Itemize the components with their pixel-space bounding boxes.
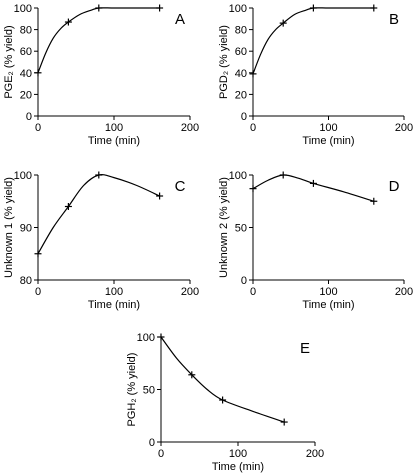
y-tick-label: 100 xyxy=(229,170,247,182)
x-axis-title: Time (min) xyxy=(88,135,140,147)
x-axis-title: Time (min) xyxy=(88,299,140,311)
x-tick-label: 200 xyxy=(306,448,324,460)
y-tick-label: 40 xyxy=(20,68,32,80)
y-tick-label: 0 xyxy=(149,437,155,449)
series-curve xyxy=(37,174,160,255)
y-tick-label: 0 xyxy=(241,275,247,287)
data-point-marker xyxy=(219,396,227,404)
y-tick-label: 60 xyxy=(235,46,247,58)
x-tick-label: 100 xyxy=(105,286,123,298)
y-tick-label: 60 xyxy=(20,46,32,58)
x-tick-label: 100 xyxy=(319,122,337,134)
y-tick-label: 100 xyxy=(14,170,32,182)
series-curve xyxy=(160,336,285,423)
y-tick-label: 20 xyxy=(235,89,247,101)
x-tick-label: 0 xyxy=(250,122,256,134)
x-tick-label: 200 xyxy=(395,286,413,298)
panel-letter: B xyxy=(389,11,399,28)
y-tick-label: 80 xyxy=(235,25,247,37)
y-tick-label: 100 xyxy=(137,332,155,344)
x-tick-label: 100 xyxy=(319,286,337,298)
x-tick-label: 0 xyxy=(35,122,41,134)
y-tick-label: 20 xyxy=(20,89,32,101)
x-tick-label: 200 xyxy=(395,122,413,134)
y-tick-label: 40 xyxy=(235,68,247,80)
panel-letter: C xyxy=(175,178,186,195)
data-point-marker xyxy=(309,179,317,187)
data-point-marker xyxy=(280,418,288,426)
data-point-marker xyxy=(64,18,72,26)
data-point-marker xyxy=(34,250,42,258)
y-axis-title: Unknown 1 (% yield) xyxy=(3,177,15,278)
data-point-marker xyxy=(64,203,72,210)
series-curve xyxy=(252,174,374,202)
x-axis-title: Time (min) xyxy=(302,299,354,311)
x-tick-label: 200 xyxy=(181,122,199,134)
y-tick-label: 50 xyxy=(235,223,247,235)
series-curve xyxy=(37,7,160,74)
data-point-marker xyxy=(188,371,196,379)
panel-letter: E xyxy=(300,340,310,357)
y-tick-label: 0 xyxy=(26,111,32,123)
y-tick-label: 50 xyxy=(143,385,155,397)
data-point-marker xyxy=(370,197,378,205)
data-point-marker xyxy=(370,4,378,12)
y-axis-title: PGH₂ (% yield) xyxy=(126,353,138,427)
data-point-marker xyxy=(34,69,42,77)
data-point-marker xyxy=(249,70,257,78)
panel-letter: A xyxy=(175,11,185,28)
y-tick-label: 90 xyxy=(20,223,32,235)
x-axis-title: Time (min) xyxy=(302,135,354,147)
data-point-marker xyxy=(279,19,287,27)
y-tick-label: 80 xyxy=(20,275,32,287)
x-tick-label: 200 xyxy=(181,286,199,298)
x-tick-label: 0 xyxy=(35,286,41,298)
data-point-marker xyxy=(95,171,103,179)
x-tick-label: 0 xyxy=(250,286,256,298)
x-axis-title: Time (min) xyxy=(212,461,264,473)
y-tick-label: 100 xyxy=(14,3,32,15)
y-axis-title: Unknown 2 (% yield) xyxy=(218,177,230,278)
y-tick-label: 80 xyxy=(20,25,32,37)
x-tick-label: 0 xyxy=(158,448,164,460)
x-tick-label: 100 xyxy=(229,448,247,460)
data-point-marker xyxy=(156,192,164,200)
data-point-marker xyxy=(95,4,103,12)
data-point-marker xyxy=(279,171,287,179)
y-tick-label: 0 xyxy=(241,111,247,123)
panel-letter: D xyxy=(389,178,400,195)
y-axis-title: PGE₂ (% yield) xyxy=(3,25,15,98)
data-point-marker xyxy=(157,333,165,341)
x-tick-label: 100 xyxy=(105,122,123,134)
data-point-marker xyxy=(156,4,164,12)
data-point-marker xyxy=(249,185,257,193)
y-axis-title: PGD₂ (% yield) xyxy=(218,25,230,99)
series-curve xyxy=(252,7,374,75)
data-point-marker xyxy=(309,4,317,12)
y-tick-label: 100 xyxy=(229,3,247,15)
